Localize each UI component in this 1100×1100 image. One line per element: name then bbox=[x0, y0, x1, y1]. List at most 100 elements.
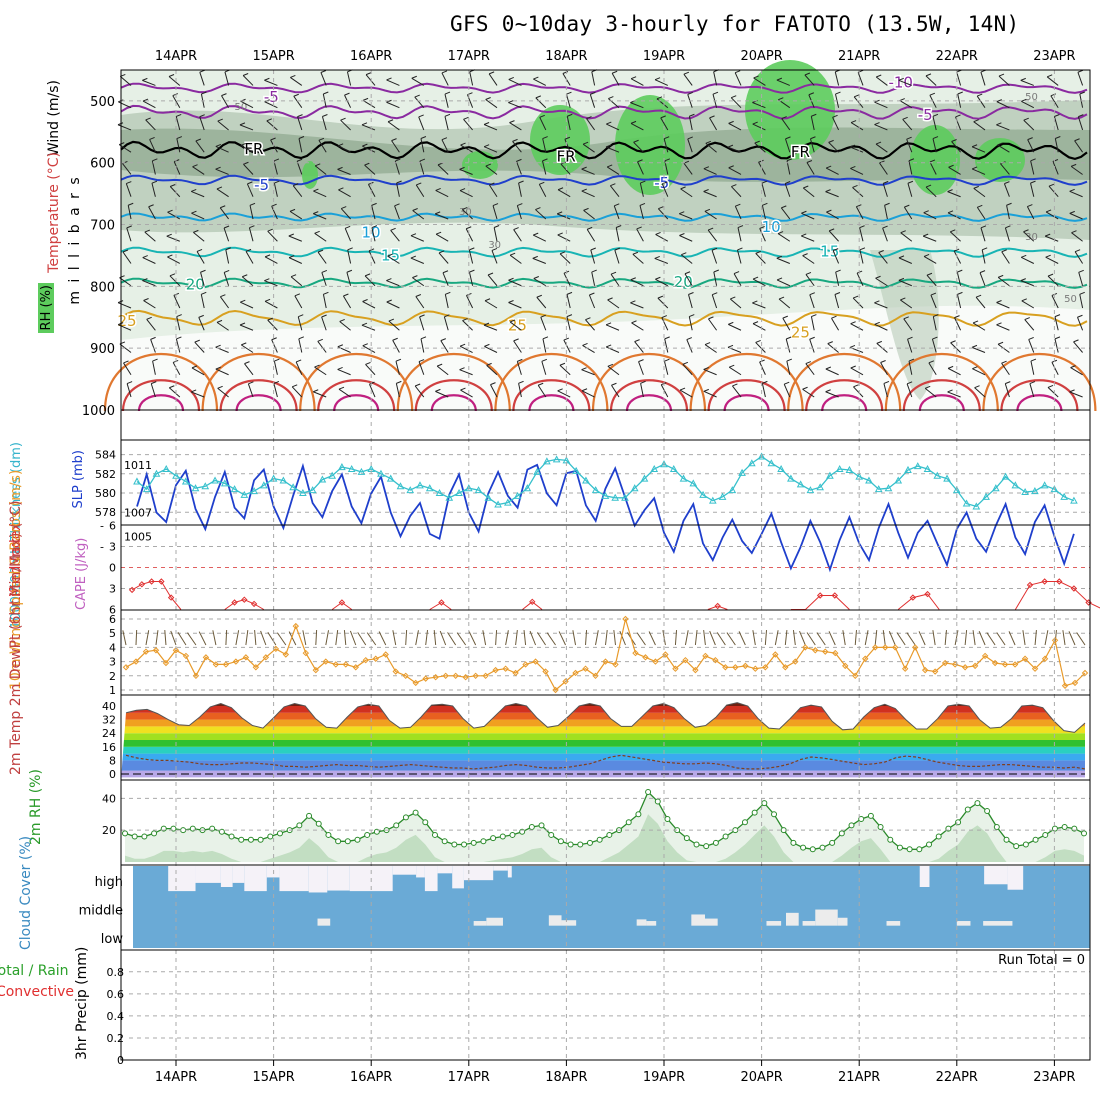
wind10m-barb bbox=[792, 630, 796, 646]
rh-contour-label: 30 bbox=[488, 240, 501, 251]
wind-barb bbox=[849, 146, 864, 153]
wind-barb-flag bbox=[1030, 158, 1036, 162]
wind-barb-flag bbox=[785, 181, 791, 184]
rh2m-point bbox=[451, 841, 458, 848]
wind-barb-flag bbox=[874, 300, 880, 304]
wind10m-point bbox=[372, 655, 379, 662]
wind-barb bbox=[459, 345, 473, 353]
wind-barb bbox=[825, 167, 839, 175]
wind-barb-flag bbox=[811, 314, 817, 317]
wind-barb bbox=[752, 323, 766, 331]
wind-barb-flag bbox=[684, 271, 691, 275]
wind-barb-flag bbox=[825, 389, 831, 393]
wind-barb bbox=[759, 228, 766, 242]
wind-barb-flag bbox=[462, 207, 468, 210]
wind-barb bbox=[293, 95, 303, 108]
wind-barb-flag bbox=[151, 180, 158, 184]
wind-barb bbox=[850, 323, 864, 331]
wind-barb-flag bbox=[201, 91, 207, 95]
wind-barb-flag bbox=[859, 247, 866, 251]
wind-barb-flag bbox=[395, 158, 401, 162]
wind-barb bbox=[957, 93, 962, 108]
rh2m-point bbox=[1042, 831, 1049, 838]
rh2m-point bbox=[364, 831, 371, 838]
wind10m-point bbox=[961, 664, 969, 671]
wind-barb bbox=[898, 257, 913, 264]
cloud-clear-middle bbox=[815, 909, 838, 926]
wind-barb-flag bbox=[875, 275, 881, 279]
isotherm-label: FR bbox=[557, 148, 576, 166]
chart-title: GFS 0~10day 3-hourly for FATOTO (13.5W, … bbox=[450, 12, 1020, 36]
rh2m-point bbox=[751, 809, 758, 816]
wind-barb bbox=[956, 272, 962, 286]
temp-band bbox=[121, 726, 1085, 734]
wind-barb bbox=[679, 389, 693, 398]
wind-barb-flag bbox=[438, 250, 445, 254]
wind-barb-flag bbox=[1020, 278, 1026, 282]
wind10m-barb bbox=[752, 630, 756, 646]
wind-barb-flag bbox=[295, 359, 302, 363]
temp-band bbox=[121, 712, 1085, 720]
isotherm-arch bbox=[805, 379, 884, 412]
wind-barb bbox=[804, 74, 815, 86]
wind-barb bbox=[386, 301, 400, 309]
wind-barb bbox=[1047, 387, 1059, 398]
thickness-point bbox=[913, 462, 922, 470]
wind-barb bbox=[727, 146, 742, 153]
rh2m-point bbox=[683, 835, 690, 842]
wind-barb bbox=[167, 211, 181, 220]
wind10m-barb bbox=[482, 630, 487, 646]
wind-barb bbox=[657, 208, 669, 220]
wind-barb bbox=[703, 168, 717, 175]
wind-barb bbox=[683, 73, 693, 86]
wind-barb-flag bbox=[198, 314, 204, 318]
wind-barb bbox=[874, 302, 888, 309]
wind-barb bbox=[806, 162, 815, 175]
wind-barb bbox=[142, 257, 156, 264]
isotherm-arch bbox=[121, 379, 201, 412]
wind-barb bbox=[298, 338, 303, 353]
wind10m-barb bbox=[198, 631, 207, 646]
wind-barb bbox=[273, 182, 278, 197]
wind10m-point bbox=[512, 669, 519, 677]
wind-barb-flag bbox=[900, 230, 906, 234]
lifted-tick-label: 3 bbox=[109, 541, 116, 554]
wind-barb bbox=[192, 166, 205, 175]
wind-barb bbox=[1001, 251, 1010, 264]
wind10m-point bbox=[1041, 655, 1049, 662]
wind-barb bbox=[834, 294, 840, 309]
wind-barb-flag bbox=[586, 226, 593, 230]
wind-barb-flag bbox=[217, 118, 223, 122]
wind-barb-flag bbox=[997, 142, 1003, 146]
wind-barb-flag bbox=[957, 291, 963, 295]
wind-barb-flag bbox=[221, 93, 227, 97]
wind-barb bbox=[508, 102, 522, 109]
wind-barb-flag bbox=[264, 298, 271, 302]
rh2m-point bbox=[635, 811, 642, 818]
wind-barb bbox=[175, 116, 181, 131]
wind-barb bbox=[728, 366, 742, 376]
date-label-bottom: 14APR bbox=[155, 1070, 197, 1085]
wind-barb-flag bbox=[460, 387, 466, 391]
wind-barb-flag bbox=[928, 360, 935, 364]
wind10m-barb bbox=[619, 630, 626, 646]
temp2m-line bbox=[125, 702, 1086, 733]
wind-barb-flag bbox=[362, 343, 368, 347]
wind-barb-flag bbox=[143, 298, 149, 301]
wind-barb-flag bbox=[907, 180, 914, 184]
wind-barb bbox=[125, 183, 132, 197]
wind-barb-flag bbox=[126, 181, 132, 184]
wind-tick-label: 1 bbox=[109, 684, 116, 697]
wind-barb bbox=[198, 317, 205, 331]
wind-barb bbox=[996, 124, 1010, 131]
date-label-bottom: 17APR bbox=[448, 1070, 490, 1085]
wind-barb-flag bbox=[362, 299, 368, 302]
wind10m-point bbox=[732, 664, 739, 671]
wind-barb bbox=[469, 71, 474, 86]
wind-barb-flag bbox=[786, 336, 792, 340]
wind-barb-flag bbox=[264, 254, 271, 258]
thickness-point bbox=[689, 479, 698, 487]
thickness-point bbox=[1011, 481, 1020, 489]
wind10m-point bbox=[402, 672, 409, 680]
wind10m-barb bbox=[954, 630, 959, 646]
